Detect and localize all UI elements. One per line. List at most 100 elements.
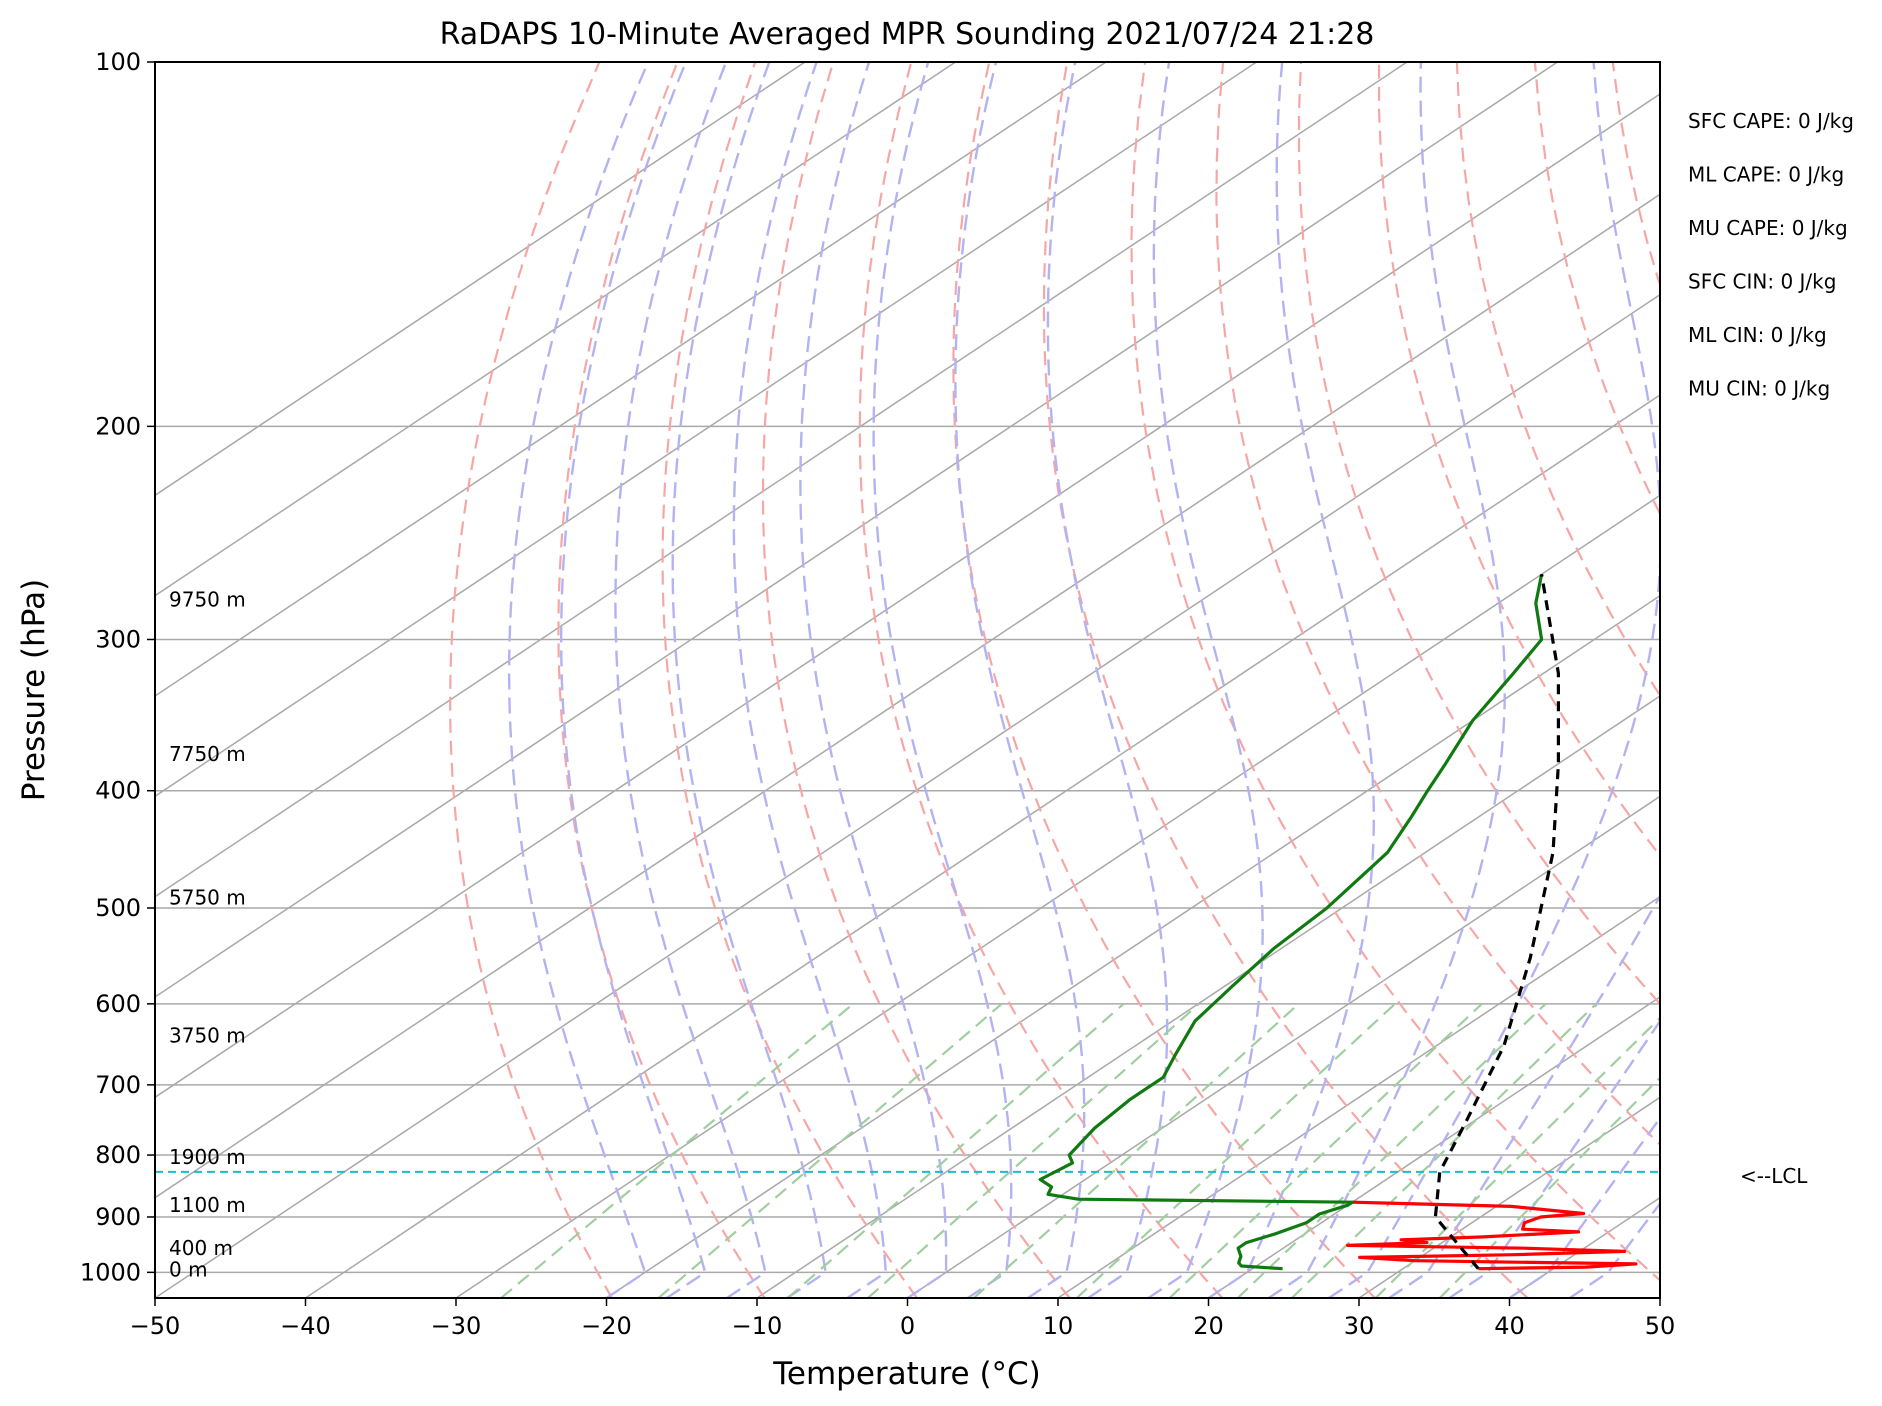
cape-cin-annotations: SFC CAPE: 0 J/kg ML CAPE: 0 J/kg MU CAPE: … <box>1688 109 1854 401</box>
y-tick-label: 900 <box>95 1203 141 1231</box>
dry-adiabat <box>1130 62 1660 1282</box>
height-label: 7750 m <box>169 742 246 766</box>
dry-adiabat <box>557 62 766 1298</box>
y-tick-label: 1000 <box>80 1258 141 1286</box>
x-axis: −50 −40 −30 −20 −10 0 10 20 30 40 50 <box>130 1298 1676 1340</box>
x-tick-label: 40 <box>1494 1312 1525 1340</box>
height-label: 5750 m <box>169 885 246 909</box>
dry-adiabat <box>1215 62 1660 1147</box>
x-tick-label: 50 <box>1645 1312 1676 1340</box>
y-tick-label: 200 <box>95 412 141 440</box>
x-tick-label: 10 <box>1043 1312 1074 1340</box>
height-label: 1900 m <box>169 1145 246 1169</box>
isotherm-line <box>305 394 1660 1298</box>
mixing-ratio-line <box>500 1002 854 1298</box>
moist-adiabat <box>1046 62 1169 1298</box>
mixing-ratio-line <box>1374 1016 1660 1298</box>
height-label: 400 m <box>169 1236 233 1260</box>
moist-adiabat <box>671 62 827 1298</box>
background-lines <box>449 62 1660 1298</box>
moist-adiabat <box>872 62 1013 1298</box>
y-tick-label: 800 <box>95 1141 141 1169</box>
isotherm-line <box>155 293 1660 1298</box>
isotherm-line <box>155 62 806 497</box>
mixing-ratio-line <box>1075 1003 1396 1298</box>
isotherm-line <box>155 93 1660 1099</box>
moist-adiabat <box>1388 893 1660 1298</box>
isotherm-line <box>907 795 1660 1298</box>
moist-adiabat <box>614 62 767 1298</box>
mixing-ratio-line <box>867 1003 1200 1298</box>
moist-adiabat <box>799 62 948 1298</box>
cape-cin-annotation: SFC CAPE: 0 J/kg <box>1688 109 1854 133</box>
x-tick-label: −20 <box>581 1312 632 1340</box>
dry-adiabat <box>1377 62 1660 858</box>
lcl-label: <--LCL <box>1740 1164 1808 1188</box>
height-label: 1100 m <box>169 1193 246 1217</box>
grid-layer <box>155 62 1660 1298</box>
x-tick-label: −50 <box>130 1312 181 1340</box>
temperature-profile <box>1346 1200 1638 1271</box>
y-tick-label: 500 <box>95 894 141 922</box>
y-tick-label: 100 <box>95 48 141 76</box>
y-axis-label: Pressure (hPa) <box>16 579 52 801</box>
y-tick-label: 600 <box>95 990 141 1018</box>
parcel-profile <box>1433 574 1560 1270</box>
moist-adiabat <box>507 62 650 1298</box>
dry-adiabat <box>952 62 1376 1298</box>
y-axis: 100 200 300 400 500 600 700 800 900 1000 <box>80 48 155 1286</box>
y-tick-label: 300 <box>95 625 141 653</box>
height-label: 3750 m <box>169 1023 246 1047</box>
y-tick-label: 400 <box>95 777 141 805</box>
mixing-ratio-line <box>787 1003 1125 1298</box>
mixing-ratio-line <box>1168 1003 1483 1298</box>
cape-cin-annotation: MU CIN: 0 J/kg <box>1688 377 1830 401</box>
dry-adiabat <box>661 62 918 1298</box>
isotherm-line <box>155 62 1107 697</box>
mixing-ratio-line <box>1236 1003 1547 1298</box>
isotherm-line <box>155 193 1660 1199</box>
height-label: 0 m <box>169 1258 208 1282</box>
x-tick-label: −10 <box>732 1312 783 1340</box>
moist-adiabat <box>1448 1019 1660 1298</box>
cape-cin-annotation: SFC CIN: 0 J/kg <box>1688 270 1836 294</box>
moist-adiabat <box>732 62 888 1298</box>
dry-adiabat <box>1297 62 1660 1006</box>
chart-title: RaDAPS 10-Minute Averaged MPR Sounding 2… <box>440 17 1375 52</box>
mixing-ratio-line <box>973 1003 1300 1298</box>
cape-cin-annotation: MU CAPE: 0 J/kg <box>1688 216 1848 240</box>
isotherm-line <box>1208 996 1660 1298</box>
x-tick-label: 20 <box>1193 1312 1224 1340</box>
isotherm-line <box>756 695 1660 1298</box>
moist-adiabat <box>954 62 1086 1298</box>
dry-adiabat <box>449 62 613 1298</box>
isotherm-line <box>1057 895 1660 1298</box>
isotherm-line <box>155 62 956 597</box>
cape-cin-annotation: ML CIN: 0 J/kg <box>1688 323 1827 347</box>
moist-adiabat <box>1207 62 1375 1298</box>
x-axis-label: Temperature (°C) <box>772 1356 1041 1392</box>
height-label: 9750 m <box>169 587 246 611</box>
isotherm-line <box>606 594 1660 1298</box>
y-tick-label: 700 <box>95 1071 141 1099</box>
isotherm-line <box>155 62 1408 898</box>
series-layer <box>155 573 1660 1271</box>
dry-adiabat <box>761 62 1071 1298</box>
cape-cin-annotation: ML CAPE: 0 J/kg <box>1688 163 1844 187</box>
isotherm-line <box>155 62 1257 798</box>
mixing-ratio-line <box>1291 1003 1597 1298</box>
mixing-ratio-line <box>657 1003 1003 1298</box>
moist-adiabat <box>1508 1116 1660 1298</box>
isotherm-line <box>155 62 1558 998</box>
x-tick-label: 0 <box>900 1312 915 1340</box>
moist-adiabat <box>560 62 707 1298</box>
x-tick-label: −30 <box>431 1312 482 1340</box>
x-tick-label: 30 <box>1344 1312 1375 1340</box>
isotherm-line <box>455 494 1660 1298</box>
x-tick-label: −40 <box>280 1312 331 1340</box>
moist-adiabat <box>1268 62 1506 1298</box>
